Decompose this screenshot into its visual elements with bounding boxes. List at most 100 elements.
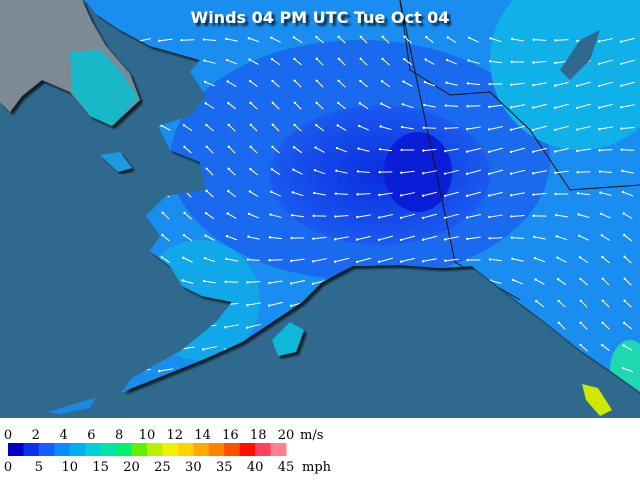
wind-arrow — [533, 39, 547, 41]
wind-arrow — [510, 125, 526, 131]
wind-arrow — [381, 103, 391, 109]
wind-arrow-head — [577, 213, 580, 216]
wind-arrow — [620, 81, 636, 87]
wind-arrow-head — [399, 238, 403, 242]
wind-arrow — [184, 212, 192, 220]
wind-arrow — [555, 148, 569, 152]
wind-arrow-head — [355, 260, 359, 264]
wind-arrow — [335, 193, 349, 195]
wind-arrow — [580, 300, 588, 308]
wind-arrow-head — [621, 366, 625, 370]
wind-arrow-head — [601, 277, 604, 281]
map-title: Winds 04 PM UTC Tue Oct 04 — [191, 8, 450, 27]
wind-arrow-head — [270, 168, 274, 171]
wind-arrow-head — [467, 59, 470, 62]
wind-arrow-head — [622, 344, 625, 347]
wind-arrow-head — [271, 145, 274, 149]
wind-arrow — [357, 193, 371, 195]
wind-arrow — [622, 170, 634, 174]
scale-swatch — [270, 443, 287, 456]
wind-arrow-head — [249, 145, 252, 149]
wind-arrow-head — [333, 260, 337, 263]
wind-arrow — [490, 60, 502, 64]
wind-arrow — [226, 258, 238, 262]
wind-arrow — [622, 367, 634, 373]
scale-swatch — [162, 443, 179, 456]
wind-arrow-head — [356, 193, 359, 196]
wind-arrow — [269, 259, 283, 261]
wind-arrow-head — [334, 238, 337, 241]
wind-arrow — [423, 258, 437, 262]
wind-arrow — [556, 235, 568, 241]
wind-arrow-head — [620, 148, 624, 151]
wind-arrow-head — [401, 103, 405, 106]
wind-arrow-head — [557, 299, 560, 303]
wind-arrow — [445, 148, 459, 152]
wind-arrow-head — [554, 61, 557, 65]
wind-arrow — [467, 105, 481, 107]
color-scale: 0 2 4 6 8 10 12 14 16 18 20 m/s 0 5 10 15 20 25 30 35 40 45 mp… — [4, 428, 332, 475]
wind-arrow — [401, 170, 415, 174]
wind-arrow — [424, 81, 436, 87]
lake — [560, 30, 600, 80]
wind-arrow — [578, 214, 590, 218]
wind-arrow-head — [205, 189, 208, 193]
wind-arrow — [534, 236, 546, 240]
wind-arrow — [292, 191, 304, 197]
wind-arrow — [378, 235, 394, 241]
wind-arrow-head — [403, 35, 406, 39]
wind-arrow-head — [554, 39, 557, 42]
wind-arrow-head — [532, 193, 535, 196]
wind-arrow-head — [247, 235, 250, 238]
wind-arrow — [488, 147, 504, 153]
wind-arrow-head — [337, 35, 340, 39]
wind-arrow — [469, 37, 479, 43]
wind-arrow — [621, 104, 635, 108]
wind-arrow-head — [623, 255, 626, 259]
wind-arrow-head — [422, 126, 425, 129]
wind-arrow — [621, 149, 635, 151]
wind-arrow-head — [271, 79, 274, 83]
wind-arrow — [600, 213, 612, 219]
wind-arrow — [400, 213, 416, 219]
wind-arrow-head — [381, 35, 384, 38]
wind-arrow — [205, 235, 215, 241]
wind-arrow-head — [399, 260, 403, 263]
wind-arrow — [447, 36, 457, 44]
wind-arrow-head — [622, 212, 625, 215]
wind-arrow-head — [246, 281, 249, 284]
wind-arrow-head — [246, 303, 249, 307]
scale-swatch — [23, 443, 40, 456]
wind-arrow-head — [225, 257, 228, 261]
wind-arrow-head — [554, 213, 558, 217]
wind-arrow — [404, 36, 412, 44]
wind-arrow — [445, 105, 459, 107]
wind-arrow-head — [359, 35, 363, 38]
wind-arrow — [532, 125, 548, 131]
wind-arrow-head — [312, 237, 315, 240]
wind-arrow — [380, 125, 392, 131]
wind-arrow — [579, 256, 589, 264]
wind-arrow-head — [315, 57, 318, 61]
wind-arrow — [602, 322, 610, 330]
mph-tick-label: 20 — [123, 460, 140, 475]
wind-arrow — [533, 82, 547, 86]
wind-arrow-head — [268, 236, 272, 239]
wind-arrow-head — [488, 82, 491, 86]
wind-arrow-head — [532, 172, 535, 175]
wind-arrow-head — [534, 278, 537, 281]
wind-arrow — [271, 58, 281, 66]
wind-arrow-head — [532, 214, 535, 218]
wind-arrow-head — [377, 238, 381, 242]
wind-arrow-head — [158, 369, 161, 373]
wind-arrow-head — [225, 58, 229, 62]
wind-arrow — [580, 322, 588, 330]
wind-arrow-head — [487, 172, 491, 176]
wind-arrow — [466, 169, 482, 175]
wind-arrow-head — [204, 211, 208, 215]
wind-arrow-head — [226, 80, 229, 83]
wind-arrow-head — [557, 321, 561, 324]
wind-arrow-head — [466, 237, 469, 241]
mph-tick-label: 30 — [185, 460, 202, 475]
wind-arrow-head — [399, 194, 403, 197]
